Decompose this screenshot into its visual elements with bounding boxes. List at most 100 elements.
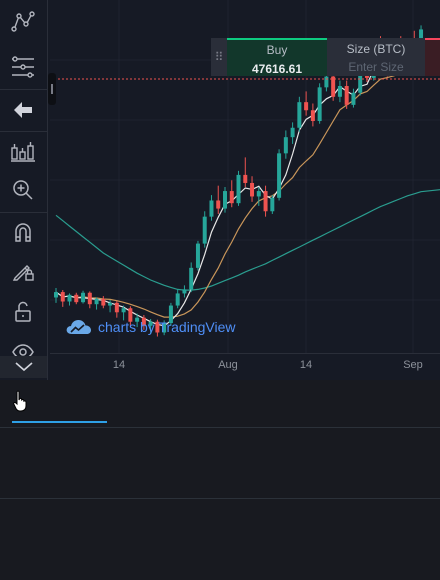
mid-moving-average-line: [55, 49, 440, 318]
candlestick: [60, 290, 65, 307]
candlestick: [337, 80, 342, 103]
toolbar-divider: [0, 89, 47, 90]
size-label: Size (BTC): [346, 42, 406, 56]
quick-trade-widget: ⠿ Buy 47616.61 Size (BTC): [211, 38, 440, 76]
candlestick: [250, 176, 255, 202]
candlestick: [108, 300, 113, 313]
candlestick: [128, 306, 133, 326]
tabs-divider: [0, 427, 440, 428]
measure-tool[interactable]: [6, 134, 40, 168]
candle-body: [67, 294, 72, 302]
unlock-tool[interactable]: [6, 295, 40, 329]
size-input[interactable]: [333, 60, 419, 74]
candle-body: [243, 174, 248, 183]
candle-body: [270, 197, 275, 212]
toolbar-resize-handle[interactable]: [48, 73, 56, 105]
candlestick: [290, 122, 295, 144]
tradingview-cloud-icon: [66, 320, 91, 334]
candle-body: [114, 302, 119, 313]
time-axis[interactable]: 14 Aug 14 Sep: [50, 353, 440, 380]
candle-body: [168, 305, 173, 324]
drag-handle-icon[interactable]: ⠿: [214, 50, 224, 64]
candle-body: [331, 76, 336, 97]
candlestick: [74, 292, 79, 305]
candle-body: [223, 191, 227, 209]
candlestick: [229, 180, 234, 208]
zoom-in-tool[interactable]: [6, 173, 40, 207]
candle-body: [209, 200, 214, 217]
candle-body: [337, 86, 342, 97]
lock-drawings-tool[interactable]: [6, 253, 40, 287]
tradingview-attribution-text[interactable]: charts by TradingView: [98, 319, 236, 335]
trend-line-tool[interactable]: [6, 5, 40, 39]
candlestick: [182, 285, 187, 298]
candlestick: [121, 305, 126, 321]
candlestick: [67, 293, 72, 306]
candle-body: [344, 86, 349, 105]
candle-body: [229, 191, 234, 204]
slow-moving-average-line: [55, 189, 440, 291]
back-tool[interactable]: [6, 93, 40, 127]
active-tab-indicator: [12, 421, 107, 423]
candlestick: [344, 80, 349, 109]
candlestick: [256, 187, 261, 206]
candlestick: [317, 83, 322, 124]
lock-drawings-icon: [12, 265, 34, 281]
size-field: Size (BTC): [327, 38, 425, 76]
candle-body: [135, 317, 140, 322]
candlestick: [189, 262, 194, 293]
candle-body: [304, 102, 309, 111]
zoom-in-icon: [13, 180, 33, 200]
candle-body: [216, 200, 221, 209]
sell-button[interactable]: [425, 38, 440, 76]
candlestick: [283, 130, 288, 159]
x-tick: 14: [112, 359, 126, 371]
candle-body: [60, 292, 65, 302]
x-tick: Aug: [218, 359, 238, 371]
candle-body: [310, 110, 315, 122]
candle-body: [128, 308, 133, 322]
candle-body: [250, 182, 255, 197]
candle-body: [290, 127, 295, 138]
x-tick: 14: [299, 359, 313, 371]
toolbar-divider: [0, 212, 47, 213]
candlestick: [101, 296, 106, 309]
candle-body: [175, 293, 180, 306]
candle-body: [351, 92, 356, 105]
candlestick: [54, 288, 58, 303]
candle-body: [74, 294, 79, 303]
candle-body: [162, 323, 167, 333]
candle-body: [195, 243, 200, 268]
candlestick: [94, 297, 99, 310]
candlestick: [236, 170, 241, 206]
candlestick: [81, 290, 86, 304]
buy-button[interactable]: Buy 47616.61: [227, 38, 327, 76]
candlestick: [175, 289, 180, 309]
candle-body: [148, 321, 153, 326]
magnet-tool[interactable]: [6, 215, 40, 249]
candlestick: [351, 88, 356, 108]
toolbar-collapse-button[interactable]: [0, 356, 47, 378]
candle-body: [81, 292, 86, 303]
fib-retracement-tool[interactable]: [6, 50, 40, 84]
candlestick: [155, 319, 160, 337]
order-tabs: [0, 380, 440, 428]
candle-body: [182, 289, 187, 294]
drawing-toolbar: [0, 0, 48, 380]
candlestick: [331, 71, 336, 101]
buy-price: 47616.61: [251, 62, 303, 76]
candle-body: [236, 174, 241, 204]
tradingview-attribution[interactable]: charts by TradingView: [66, 319, 235, 335]
candle-body: [121, 308, 126, 313]
candlestick: [162, 320, 167, 336]
candle-body: [283, 137, 288, 154]
trend-line-icon: [11, 11, 35, 32]
candle-body: [87, 292, 92, 305]
candlestick: [304, 91, 309, 116]
candle-body: [256, 191, 261, 197]
candlestick: [297, 96, 302, 132]
candlestick: [263, 185, 268, 217]
candle-body: [263, 191, 268, 212]
candle-body: [141, 317, 146, 326]
candlestick: [87, 291, 92, 309]
